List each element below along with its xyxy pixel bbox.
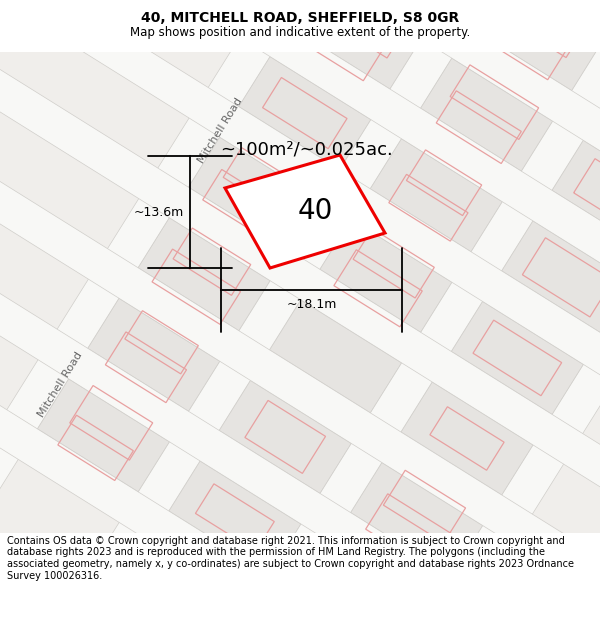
Polygon shape <box>0 21 600 529</box>
Polygon shape <box>0 52 600 533</box>
Polygon shape <box>188 137 320 250</box>
Polygon shape <box>0 0 417 584</box>
Polygon shape <box>304 48 600 625</box>
Text: ~100m²/~0.025ac.: ~100m²/~0.025ac. <box>220 140 393 158</box>
Polygon shape <box>219 381 352 494</box>
Polygon shape <box>225 155 385 268</box>
Polygon shape <box>55 0 600 287</box>
Text: Mitchell Road: Mitchell Road <box>196 96 244 166</box>
Polygon shape <box>239 56 371 169</box>
Polygon shape <box>370 139 502 252</box>
Text: Mitchell Road: Mitchell Road <box>36 351 84 419</box>
Polygon shape <box>471 0 600 91</box>
Polygon shape <box>289 0 421 89</box>
Polygon shape <box>88 298 220 411</box>
Text: ~18.1m: ~18.1m <box>286 298 337 311</box>
Polygon shape <box>105 0 600 206</box>
Polygon shape <box>320 219 452 332</box>
Text: Contains OS data © Crown copyright and database right 2021. This information is : Contains OS data © Crown copyright and d… <box>7 536 574 581</box>
Polygon shape <box>350 462 483 576</box>
Polygon shape <box>340 0 472 9</box>
Polygon shape <box>552 140 600 253</box>
Polygon shape <box>5 0 600 368</box>
Polygon shape <box>502 221 600 334</box>
Polygon shape <box>0 102 600 609</box>
Polygon shape <box>269 300 401 413</box>
Polygon shape <box>41 0 549 625</box>
Polygon shape <box>0 263 535 625</box>
Text: Map shows position and indicative extent of the property.: Map shows position and indicative extent… <box>130 26 470 39</box>
Polygon shape <box>0 0 600 448</box>
Text: 40, MITCHELL ROAD, SHEFFIELD, S8 0GR: 40, MITCHELL ROAD, SHEFFIELD, S8 0GR <box>141 11 459 26</box>
Text: ~13.6m: ~13.6m <box>134 206 184 219</box>
Polygon shape <box>37 379 170 492</box>
Polygon shape <box>401 382 533 495</box>
Polygon shape <box>138 217 270 331</box>
Polygon shape <box>169 461 301 574</box>
Text: 40: 40 <box>298 197 332 225</box>
Polygon shape <box>173 0 600 625</box>
Polygon shape <box>300 543 433 625</box>
Polygon shape <box>0 182 586 625</box>
Polygon shape <box>451 301 583 414</box>
Polygon shape <box>421 58 553 171</box>
